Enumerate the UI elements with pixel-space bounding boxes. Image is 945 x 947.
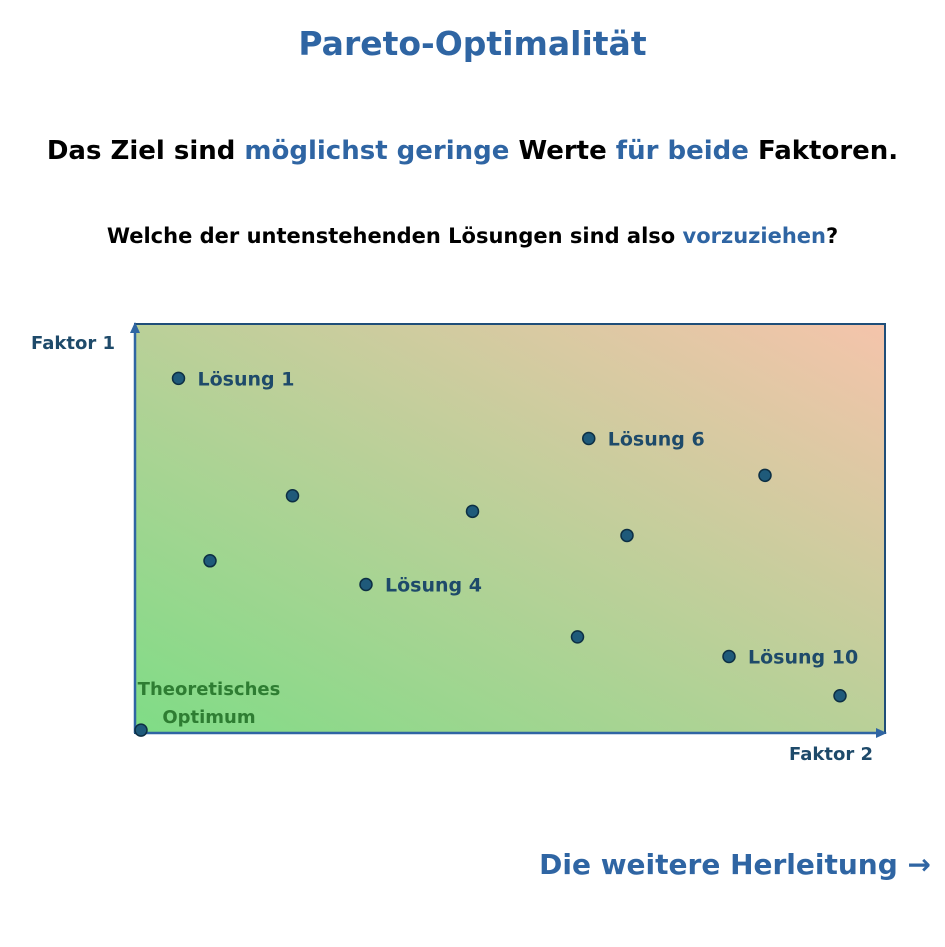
goal-statement: Das Ziel sind möglichst geringe Werte fü… xyxy=(0,136,945,166)
solution-point-5 xyxy=(465,504,480,519)
y-axis-label: Faktor 1 xyxy=(31,333,115,354)
solution-label: Lösung 10 xyxy=(748,647,858,669)
solution-label: Lösung 1 xyxy=(198,368,295,390)
solution-label: Lösung 4 xyxy=(385,575,482,597)
solution-point-4 xyxy=(359,577,373,592)
goal-text-1: Das Ziel sind xyxy=(46,136,245,166)
question-text-2: ? xyxy=(825,224,839,248)
next-derivation-label: Die weitere Herleitung xyxy=(539,848,898,881)
chart-plot-area xyxy=(134,323,886,734)
solution-point-8 xyxy=(620,528,634,543)
solution-point-9 xyxy=(758,468,772,483)
goal-highlight-both: für beide xyxy=(615,136,749,166)
goal-highlight-low: möglichst geringe xyxy=(244,136,510,166)
solution-point-1 xyxy=(171,371,186,386)
solution-point-10 xyxy=(722,649,736,664)
solution-point-6 xyxy=(582,431,596,446)
optimum-label-line-1: Theoretisches xyxy=(138,679,281,700)
question-text-1: Welche der untenstehenden Lösungen sind … xyxy=(106,224,683,248)
next-derivation-link[interactable]: Die weitere Herleitung → xyxy=(539,848,931,881)
x-axis-label: Faktor 2 xyxy=(789,744,873,765)
goal-text-2: Werte xyxy=(509,136,616,166)
solution-point-2 xyxy=(203,554,217,568)
optimum-point xyxy=(134,723,148,737)
x-axis-arrowhead xyxy=(876,728,887,738)
goal-text-3: Faktoren. xyxy=(748,136,899,166)
solution-label: Lösung 6 xyxy=(608,429,705,451)
solution-point-7 xyxy=(570,630,585,644)
solution-point-3 xyxy=(285,489,300,503)
arrow-right-icon: → xyxy=(907,848,931,881)
y-axis-arrowhead xyxy=(130,322,140,333)
question: Welche der untenstehenden Lösungen sind … xyxy=(0,224,945,248)
page-title: Pareto-Optimalität xyxy=(298,24,647,63)
question-highlight: vorzuziehen xyxy=(682,224,826,248)
optimum-label-line-2: Optimum xyxy=(162,707,255,728)
solution-point-11 xyxy=(833,689,847,703)
